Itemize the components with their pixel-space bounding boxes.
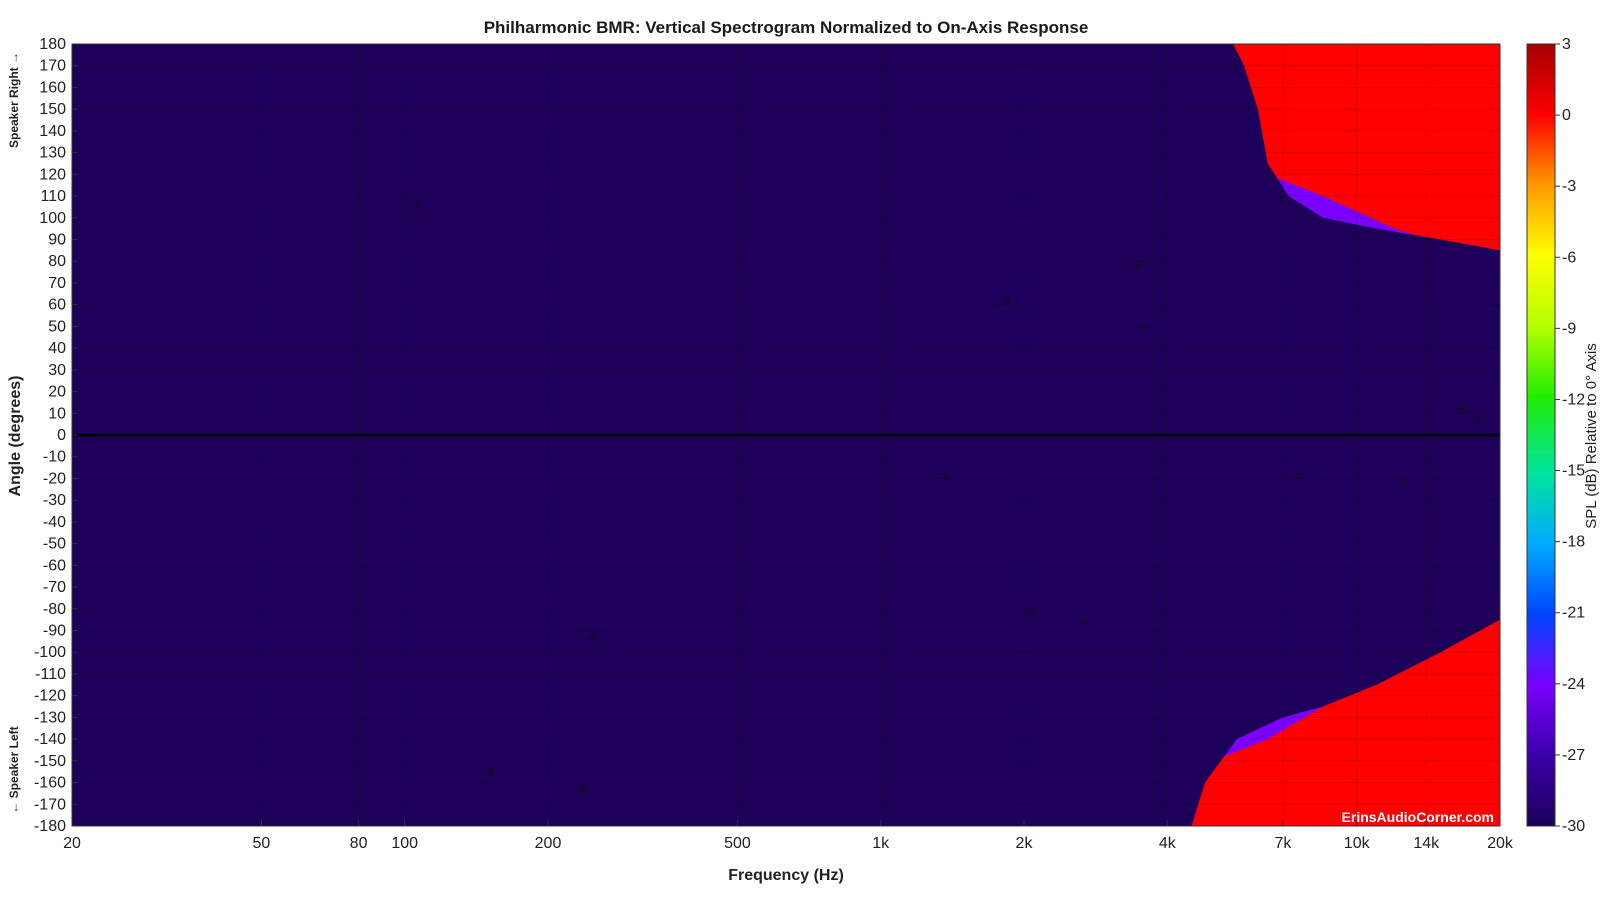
y-tick-label: -160 (34, 775, 66, 792)
y-tick-label: -110 (35, 666, 66, 683)
contour-label: -3 (1471, 413, 1481, 425)
contour-label: -3 (1135, 324, 1145, 336)
colorbar (1526, 43, 1556, 827)
colorbar-tick-label: -30 (1562, 818, 1585, 835)
colorbar-tick-label: 0 (1562, 107, 1571, 124)
y-tick-label: -10 (43, 449, 66, 466)
contour-label: -6 (576, 784, 586, 796)
y-tick-label: -130 (34, 709, 66, 726)
colorbar-tick-label: -6 (1562, 249, 1576, 266)
y-tick-label: 40 (48, 340, 66, 357)
y-tick-label: 130 (39, 145, 66, 162)
y-tick-label: -150 (34, 753, 66, 770)
contour-label: -3 (410, 202, 420, 214)
contour-label: -3 (1292, 471, 1302, 483)
x-tick-label: 2k (1016, 835, 1034, 852)
y-tick-label: 20 (48, 384, 66, 401)
y-tick-label: -120 (34, 688, 66, 705)
y-tick-label: -140 (34, 731, 66, 748)
y-tick-label: 30 (48, 362, 66, 379)
contour-label: -6 (1132, 261, 1142, 273)
colorbar-label: SPL (dB) Relative to 0° Axis (1583, 343, 1600, 529)
y-tick-label: 70 (48, 275, 66, 292)
y-tick-label: -50 (43, 536, 66, 553)
y-tick-label: -80 (43, 601, 66, 618)
y-tick-label: -70 (43, 579, 66, 596)
colorbar-tick-label: -24 (1562, 676, 1585, 693)
y-tick-label: -100 (34, 644, 66, 661)
watermark: ErinsAudioCorner.com (1342, 809, 1494, 825)
colorbar-tick-label: -3 (1562, 178, 1576, 195)
y-tick-label: -40 (43, 514, 66, 531)
x-tick-label: 100 (391, 835, 418, 852)
x-axis-ticks: 20 50 80 100 200 500 1k 2k 4k 7k 10k 14k 20k (63, 820, 1514, 852)
speaker-left-label: ← Speaker Left (7, 726, 21, 813)
x-tick-label: 14k (1413, 835, 1440, 852)
x-tick-label: 80 (350, 835, 368, 852)
colorbar-tick-label: -9 (1562, 320, 1576, 337)
y-tick-label: -30 (43, 492, 66, 509)
contour-label: -6 (585, 632, 595, 644)
y-tick-label: 150 (39, 101, 66, 118)
y-tick-label: 90 (48, 232, 66, 249)
y-axis-ticks: 1801701601501401301201101009080706050403… (34, 36, 78, 835)
contour-label: -3 (1024, 608, 1034, 620)
y-tick-label: -20 (43, 470, 66, 487)
y-tick-label: 140 (39, 123, 66, 140)
y-tick-label: -90 (43, 623, 66, 640)
speaker-right-label: Speaker Right → (7, 52, 21, 148)
y-tick-label: 60 (48, 297, 66, 314)
colorbar-tick-label: -12 (1562, 391, 1585, 408)
contour-label: -6 (1077, 617, 1087, 629)
grid-lines (72, 44, 1500, 826)
y-axis-label: Angle (degrees) (7, 376, 24, 497)
x-tick-label: 500 (724, 835, 751, 852)
x-tick-label: 10k (1344, 835, 1371, 852)
colorbar-tick-label: -18 (1562, 534, 1585, 551)
contour-label: -3 (484, 767, 494, 779)
y-tick-label: -60 (43, 557, 66, 574)
x-tick-label: 20k (1487, 835, 1514, 852)
y-tick-label: 100 (39, 210, 66, 227)
y-tick-label: -180 (34, 818, 66, 835)
contour-label: -3 (1001, 295, 1011, 307)
y-tick-label: -170 (34, 796, 66, 813)
x-axis-label: Frequency (Hz) (728, 867, 844, 884)
contour-label: -3 (938, 471, 948, 483)
colorbar-ticks: 3 0 -3 -6 -9 -12 -15 -18 -21 -24 -27 -30 (1555, 36, 1585, 835)
colorbar-tick-label: 3 (1562, 36, 1571, 53)
plot-area: -3 -6 -3 -6 -3 -6 -3 -3 -3 -6 -3 -6 -3 -6 ErinsAudioC… (72, 44, 1500, 826)
y-tick-label: 120 (39, 166, 66, 183)
contour-label: -6 (1455, 404, 1465, 416)
y-tick-label: 80 (48, 253, 66, 270)
x-tick-label: 20 (63, 835, 81, 852)
y-tick-label: 0 (57, 427, 66, 444)
chart-title: Philharmonic BMR: Vertical Spectrogram N… (484, 18, 1089, 37)
y-tick-label: 170 (39, 58, 66, 75)
y-tick-label: 160 (39, 79, 66, 96)
x-tick-label: 50 (253, 835, 271, 852)
contour-labels: -3 -6 -3 -6 -3 -6 -3 -3 -3 -6 -3 -6 -3 -6 (410, 202, 1481, 796)
x-tick-label: 7k (1275, 835, 1293, 852)
y-tick-label: 10 (48, 405, 66, 422)
y-tick-label: 110 (40, 188, 66, 205)
contour-label: -6 (1398, 476, 1408, 488)
x-tick-label: 200 (535, 835, 562, 852)
colorbar-tick-label: -21 (1562, 605, 1585, 622)
colorbar-tick-label: -27 (1562, 747, 1585, 764)
y-tick-label: 50 (48, 318, 66, 335)
x-tick-label: 4k (1159, 835, 1177, 852)
colorbar-tick-label: -15 (1562, 463, 1585, 480)
y-tick-label: 180 (39, 36, 66, 53)
x-tick-label: 1k (872, 835, 890, 852)
